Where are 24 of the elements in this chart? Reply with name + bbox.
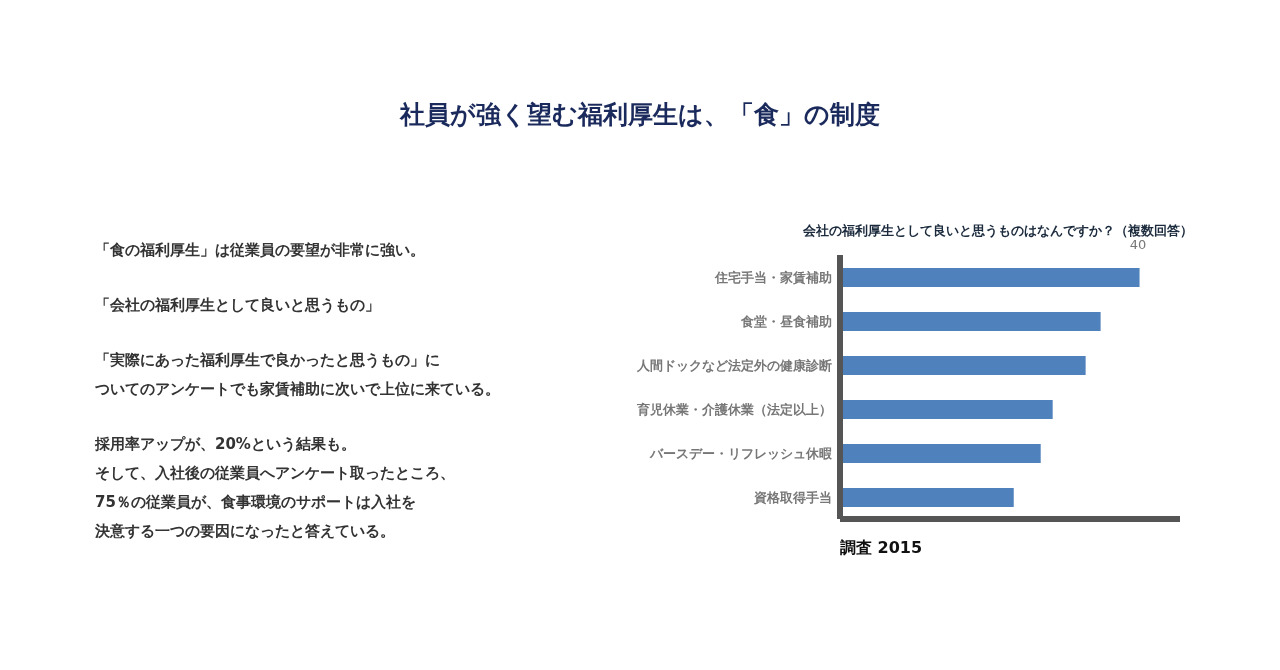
text: 決意する一つの要因になったと答えている。: [95, 521, 396, 542]
text: 40: [1129, 237, 1148, 252]
text: 75％の従業員が、食事環境のサポートは入社を: [95, 492, 417, 513]
text: 「実際にあった福利厚生で良かったと思うもの」に: [95, 350, 441, 371]
y-tick-label: バースデー・リフレッシュ休暇: [649, 445, 833, 461]
bar: [840, 268, 1140, 287]
y-tick-label: 育児休業・介護休業（法定以上）: [636, 401, 832, 417]
bar: [840, 356, 1086, 375]
bar: [840, 444, 1041, 463]
text: 社員が強く望む福利厚生は、「食」の制度: [398, 99, 881, 131]
bar: [840, 400, 1053, 419]
y-tick-label: 食堂・昼食補助: [740, 313, 832, 329]
y-tick-label: 資格取得手当: [753, 489, 832, 505]
y-tick-label: 人間ドックなど法定外の健康診断: [636, 357, 832, 373]
y-tick-label: 住宅手当・家賃補助: [714, 269, 832, 285]
text: 調査 2015: [840, 538, 924, 559]
bar: [840, 488, 1014, 507]
text: 「食の福利厚生」は従業員の要望が非常に強い。: [95, 240, 426, 261]
bar: [840, 312, 1101, 331]
text: そして、入社後の従業員へアンケート取ったところ、: [95, 463, 456, 484]
text: 採用率アップが、20%という結果も。: [95, 434, 357, 455]
text: 「会社の福利厚生として良いと思うもの」: [95, 295, 381, 316]
chart-subtitle: 会社の福利厚生として良いと思うものはなんですか？（複数回答）: [802, 222, 1194, 240]
text: ついてのアンケートでも家賃補助に次いで上位に来ている。: [95, 379, 501, 400]
